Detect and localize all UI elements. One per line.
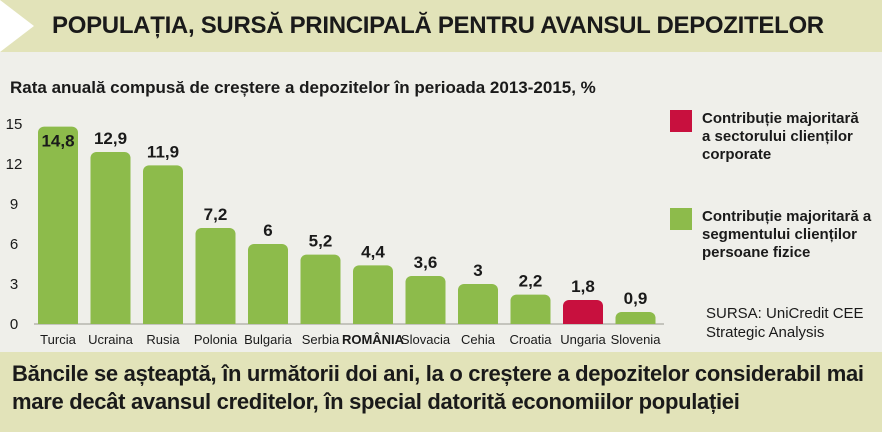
bar-base xyxy=(353,318,393,324)
legend-line: segmentului clienților xyxy=(702,226,858,243)
chart-title: Rata anuală compusă de creștere a depozi… xyxy=(10,78,596,97)
footer-band: Băncile se așteaptă, în următorii doi an… xyxy=(0,352,882,432)
data-label: 12,9 xyxy=(94,129,127,148)
bar-base xyxy=(195,318,236,324)
legend-line: persoane fizice xyxy=(702,244,811,261)
category-label: Ucraina xyxy=(88,332,134,347)
data-label: 5,2 xyxy=(309,232,333,251)
data-label: 3 xyxy=(473,261,482,280)
bar xyxy=(248,244,288,324)
category-label: Serbia xyxy=(302,332,340,347)
bar-base xyxy=(510,318,551,324)
category-label: Ungaria xyxy=(560,332,606,347)
bar-base xyxy=(563,318,603,324)
bar-base xyxy=(143,318,183,324)
y-tick-label: 12 xyxy=(6,156,23,173)
category-label: Croatia xyxy=(510,332,553,347)
title-notch-decoration xyxy=(0,0,34,52)
bar xyxy=(195,228,236,324)
bar xyxy=(458,284,498,324)
bar-base xyxy=(90,318,131,324)
data-label: 6 xyxy=(263,221,272,240)
data-label: 0,9 xyxy=(624,289,648,308)
bar-base xyxy=(615,318,656,324)
source-line: SURSA: UniCredit CEE xyxy=(706,305,864,322)
data-label: 4,4 xyxy=(361,242,385,261)
category-label: ROMÂNIA xyxy=(342,332,405,347)
category-label: Cehia xyxy=(461,332,496,347)
data-label: 7,2 xyxy=(204,205,228,224)
legend-swatch-corporate xyxy=(670,110,692,132)
category-label: Polonia xyxy=(194,332,238,347)
bar-base xyxy=(405,318,446,324)
y-tick-label: 0 xyxy=(10,316,18,333)
y-tick-label: 6 xyxy=(10,236,18,253)
data-label: 3,6 xyxy=(414,253,438,272)
bar xyxy=(405,276,446,324)
category-label: Turcia xyxy=(40,332,76,347)
data-label: 11,9 xyxy=(147,142,179,161)
legend-line: a sectorului clienților xyxy=(702,128,853,145)
legend-swatch-retail xyxy=(670,208,692,230)
legend-line: Contribuție majoritară a xyxy=(702,208,872,225)
y-tick-label: 3 xyxy=(10,276,18,293)
bar-base xyxy=(300,318,341,324)
legend-label-corporate: Contribuție majoritară a sectorului clie… xyxy=(702,110,859,164)
bar-base xyxy=(38,318,78,324)
bar xyxy=(38,126,78,325)
legend-label-retail: Contribuție majoritară a segmentului cli… xyxy=(702,208,871,262)
data-label: 1,8 xyxy=(571,277,595,296)
legend-line: corporate xyxy=(702,146,772,163)
source-line: Strategic Analysis xyxy=(706,324,825,341)
data-label: 2,2 xyxy=(519,272,543,291)
category-label: Slovenia xyxy=(611,332,662,347)
source-note: SURSA: UniCredit CEE Strategic Analysis xyxy=(706,304,864,342)
bar-base xyxy=(458,318,498,324)
bar xyxy=(353,265,393,324)
footer-headline: Băncile se așteaptă, în următorii doi an… xyxy=(12,361,864,414)
category-label: Slovacia xyxy=(401,332,451,347)
category-label: Rusia xyxy=(146,332,180,347)
bar xyxy=(510,294,551,324)
bar xyxy=(90,152,131,324)
y-tick-label: 15 xyxy=(6,116,23,133)
legend-line: Contribuție majoritară xyxy=(702,110,859,127)
y-tick-label: 9 xyxy=(10,196,18,213)
data-label: 14,8 xyxy=(41,132,74,151)
bar-base xyxy=(248,318,288,324)
page-title: POPULAȚIA, SURSĂ PRINCIPALĂ PENTRU AVANS… xyxy=(52,12,824,39)
category-label: Bulgaria xyxy=(244,332,292,347)
title-bar: POPULAȚIA, SURSĂ PRINCIPALĂ PENTRU AVANS… xyxy=(0,0,882,52)
bar xyxy=(143,165,183,324)
bar xyxy=(300,254,341,324)
